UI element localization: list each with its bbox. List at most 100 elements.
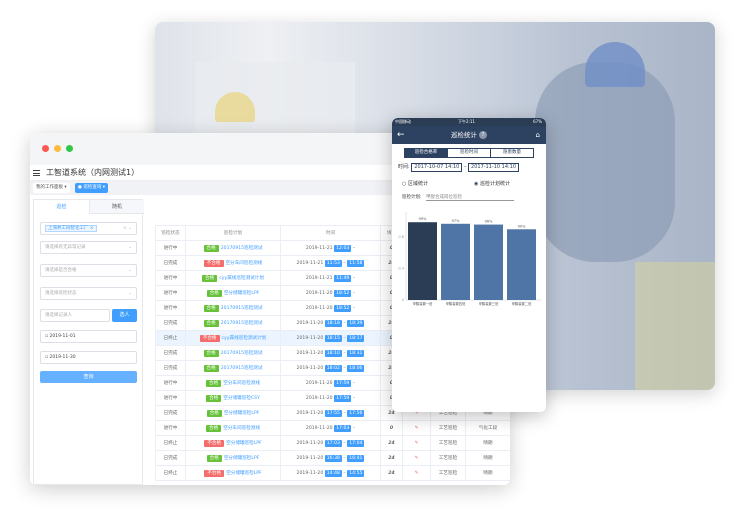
data-label: 90%: [518, 224, 526, 228]
plan-link[interactable]: 空分储罐巡检LPF: [226, 470, 262, 476]
plan-link[interactable]: 空分储罐巡检LPF: [223, 455, 260, 461]
plan-link[interactable]: 空分车间巡检测线: [225, 260, 263, 266]
type-cell: 工艺巡检: [430, 465, 466, 481]
start-datetime[interactable]: 2017-10-07 14:10: [411, 163, 463, 172]
query-button[interactable]: 查询: [40, 371, 137, 383]
edit-icon[interactable]: ✎: [402, 420, 431, 436]
tab-pass-rate[interactable]: 巡检合格率: [405, 149, 448, 157]
date: 2019-11-20: [296, 410, 324, 416]
tab-inspection-time[interactable]: 巡检时间: [448, 149, 491, 157]
time-range: 时间: 2017-10-07 14:10 – 2017-11-10 14:10: [398, 163, 520, 172]
table-row[interactable]: 进行中 合格 空分车间巡检测线 2019-11-20 17:03 – 0 ✎ 工艺…: [155, 420, 510, 436]
end-datetime[interactable]: 2017-11-10 14:10: [468, 163, 520, 172]
end-time: 18:31: [347, 349, 365, 357]
placeholder: 请选择巡检状态: [45, 291, 77, 296]
date: 2019-11-20: [296, 365, 324, 371]
plan-link[interactable]: 20170915巡检测试: [220, 245, 263, 251]
plan-link[interactable]: cyy属线巡检测试计划: [219, 275, 264, 281]
pick-person-button[interactable]: 选人: [112, 309, 137, 322]
abnormal-select[interactable]: 请选择有无异常记录 ⌄: [40, 241, 137, 254]
plan-cell: 不合格 cyy属线巡检测试计划: [185, 330, 281, 346]
chevron-down-icon: ⌄: [128, 268, 132, 273]
plan-link[interactable]: 空分储罐巡检LPF: [223, 290, 260, 296]
time-cell: 2019-11-20 14:48 – 14:55: [280, 465, 381, 481]
maximize-dot[interactable]: [66, 145, 73, 152]
radio-area[interactable]: ○ 区域统计: [402, 181, 428, 187]
column-header: 巡检计划: [185, 225, 281, 241]
table-row[interactable]: 已完成 合格 空分储罐巡检LPF 2019-11-20 16:38 – 16:41…: [155, 450, 510, 466]
table-row[interactable]: 已终止 不合格 空分储罐巡检LPF 2019-11-20 14:48 – 14:5…: [155, 465, 510, 481]
time-cell: 2019-11-21 11:53 – 11:58: [280, 255, 381, 271]
plan-link[interactable]: 空分储罐巡检LPF: [226, 440, 262, 446]
time-cell: 2019-11-20 17:59 –: [280, 390, 381, 406]
status-cell: 进行中: [155, 390, 186, 406]
end-time: 17:56: [347, 409, 365, 417]
home-icon[interactable]: ⌂: [535, 131, 540, 139]
time-cell: 2019-11-21 11:49 –: [280, 270, 381, 286]
close-dot[interactable]: [42, 145, 49, 152]
plan-cell: 不合格 空分储罐巡检LPF: [185, 435, 281, 451]
radio-label: 巡检计划统计: [479, 181, 510, 187]
edit-icon[interactable]: ✎: [402, 465, 431, 481]
bar: [474, 224, 503, 300]
start-time: 17:03: [334, 424, 352, 432]
plan-link[interactable]: 空分车间巡检测线: [223, 380, 260, 386]
result-badge: 合格: [206, 394, 222, 402]
battery: 67%: [533, 119, 542, 124]
data-label: 96%: [485, 220, 493, 224]
plan-link[interactable]: 20170915巡检测试: [220, 365, 263, 371]
column-header: 巡检状态: [155, 225, 186, 241]
plan-link[interactable]: 空分储罐巡检CSY: [223, 395, 260, 401]
status-bar: 中国移动 下午2:11 67%: [392, 118, 546, 126]
tab-inspection[interactable]: 巡检: [56, 204, 67, 210]
minimize-dot[interactable]: [54, 145, 61, 152]
recorder-input[interactable]: 请选择记录人: [40, 309, 110, 322]
start-time: 14:48: [324, 469, 342, 477]
date: 2019-11-20: [305, 290, 333, 296]
tab-inspection-query[interactable]: ● 巡检查询 ▾: [75, 183, 109, 193]
menu-icon[interactable]: [33, 170, 40, 176]
plan-link[interactable]: 20170915巡检测试: [220, 305, 263, 311]
status-select[interactable]: 请选择巡检状态 ⌄: [40, 287, 137, 300]
calendar-icon: ▫: [45, 334, 50, 339]
nav-bar: ← 巡检统计 ? ⌂: [392, 126, 546, 144]
end-date-input[interactable]: ▫ 2019-11-30: [40, 351, 137, 364]
status-cell: 已完成: [155, 450, 186, 466]
result-badge: 合格: [202, 274, 218, 282]
tab-hazard-count[interactable]: 隐患数量: [503, 150, 521, 155]
edit-icon[interactable]: ✎: [402, 450, 431, 466]
start-time: 17:59: [334, 379, 352, 387]
plan-link[interactable]: cyy属线巡检测试计划: [221, 335, 267, 341]
factory-select[interactable]: 上海井工同智化工厂 × × ⌄: [40, 222, 137, 235]
radio-plan[interactable]: ◉ 巡检计划统计: [474, 181, 510, 187]
back-arrow-icon[interactable]: ←: [397, 130, 405, 140]
tab-random[interactable]: 随机: [89, 200, 144, 214]
chevron-down-icon: × ⌄: [123, 226, 132, 231]
start-date-input[interactable]: ▫ 2019-11-01: [40, 330, 137, 343]
result-badge: 合格: [203, 319, 219, 327]
fill-cell: 24: [380, 450, 403, 466]
start-time: 18:15: [324, 334, 342, 342]
plan-link[interactable]: 20170915巡检测试: [220, 350, 263, 356]
plan-link[interactable]: 空分车间巡检测线: [223, 425, 260, 431]
result-badge: 不合格: [204, 469, 225, 477]
date: 2019-11-20: [296, 350, 324, 356]
status-cell: 已完成: [155, 255, 186, 271]
plan-input[interactable]: 甲醇合成岗位巡检: [425, 194, 514, 201]
tab-workbench[interactable]: 我的工作面板 ▾: [33, 183, 70, 193]
screen-title: 巡检统计: [450, 131, 477, 139]
plan-cell: 合格 空分车间巡检测线: [185, 420, 281, 436]
plan-link[interactable]: 空分储罐巡检LPF: [223, 410, 260, 416]
qualified-select[interactable]: 请选择是否合格 ⌄: [40, 264, 137, 277]
plan-cell: 合格 空分车间巡检测线: [185, 375, 281, 391]
edit-icon[interactable]: ✎: [402, 435, 431, 451]
data-label: 97%: [452, 219, 460, 223]
x-tick-label: 甲醇装置一班: [413, 301, 433, 306]
table-row[interactable]: 已终止 不合格 空分储罐巡检LPF 2019-11-20 17:03 – 17:0…: [155, 435, 510, 451]
carrier: 中国移动: [395, 119, 411, 124]
status-cell: 进行中: [155, 285, 186, 301]
calendar-icon: ▫: [45, 355, 50, 360]
plan-link[interactable]: 20170915巡检测试: [220, 320, 263, 326]
help-icon[interactable]: ?: [479, 131, 488, 139]
status-cell: 进行中: [155, 270, 186, 286]
